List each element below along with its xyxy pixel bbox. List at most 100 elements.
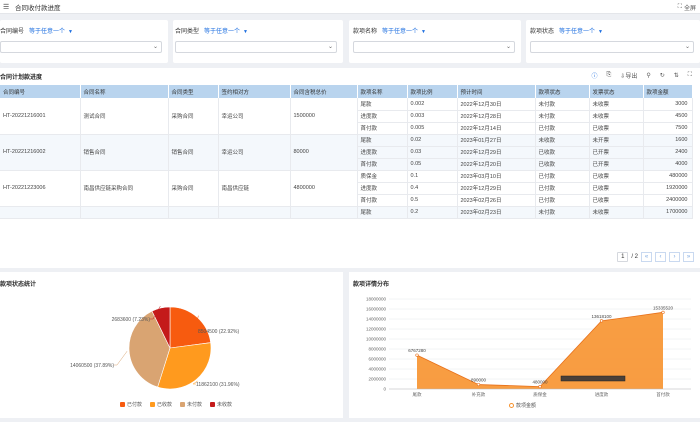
cell-date: 2023年02月26日	[457, 194, 536, 207]
table-row[interactable]: 首付款 0.005 2022年12月14日 已付款 已收票 7500	[0, 122, 693, 135]
table-row[interactable]: HT-20221216001 测试合同 采购合同 幸运公司 1500000 尾款 0.002…	[0, 98, 693, 135]
column-header[interactable]: 款项比例	[407, 85, 458, 98]
info-icon[interactable]: ⓘ	[591, 74, 598, 80]
column-header[interactable]: 合同编号	[0, 85, 81, 98]
cell-item: 尾款	[357, 206, 408, 219]
cell-contract-type: 采购合同	[168, 170, 219, 207]
filter-select[interactable]: ⌄	[530, 41, 694, 53]
cell-item: 尾款	[357, 134, 408, 147]
column-header[interactable]: 签约相对方	[218, 85, 291, 98]
cell-invoice: 已收票	[589, 182, 644, 195]
pie-data-label: 11862100 (31.96%)	[196, 382, 240, 388]
legend-label: 已付款	[127, 402, 143, 408]
cell-item: 进度款	[357, 182, 408, 195]
data-point[interactable]	[661, 310, 665, 314]
data-point[interactable]	[476, 382, 481, 387]
cell-date: 2022年12月14日	[457, 122, 536, 135]
legend-item[interactable]: 未付款	[180, 401, 202, 408]
cell-ratio: 0.05	[407, 158, 458, 171]
filter-operator[interactable]: 等于任意一个 ▼	[382, 29, 426, 35]
cell-date: 2022年12月29日	[457, 146, 536, 159]
column-header[interactable]: 款项名称	[357, 85, 408, 98]
chevron-down-icon: ⌄	[684, 44, 690, 50]
table-body: HT-20221216001 测试合同 采购合同 幸运公司 1500000 尾款 0.002…	[0, 98, 693, 219]
table-row[interactable]: HT-20221223006 南昌供应链采购合同 采购合同 南昌供应链 4800000 质…	[0, 170, 693, 207]
cell-invoice: 未收票	[589, 98, 644, 111]
share-icon[interactable]: ⎘	[606, 72, 612, 78]
next-page-button[interactable]: ›	[669, 252, 680, 262]
filter-icon[interactable]: ⚲	[646, 73, 651, 79]
cell-contract-no: HT-20221216002	[0, 134, 81, 171]
export-button[interactable]: ⇩导出	[620, 74, 638, 80]
area-series[interactable]	[417, 312, 663, 389]
filter-select[interactable]: ⌄	[0, 41, 162, 53]
cell-item: 尾款	[357, 98, 408, 111]
cell-date: 2022年12月28日	[457, 110, 536, 123]
data-point[interactable]	[538, 384, 542, 389]
cell-amount: 2400000	[643, 194, 693, 207]
pie-slice[interactable]	[151, 306, 171, 349]
column-header[interactable]: 款项状态	[535, 85, 590, 98]
expand-icon[interactable]: ⛶	[687, 72, 692, 78]
fields-icon[interactable]: ⇅	[673, 73, 679, 79]
pie-slice[interactable]	[157, 342, 212, 390]
last-page-button[interactable]: »	[683, 252, 694, 262]
legend-item[interactable]: 已收款	[150, 401, 172, 408]
filter-operator[interactable]: 等于任意一个 ▼	[29, 29, 73, 35]
cell-amount: 1700000	[643, 206, 693, 219]
cell-status: 已收款	[535, 158, 590, 171]
fullscreen-button[interactable]: ⛶ 全屏	[677, 4, 696, 12]
column-header[interactable]: 合同类型	[168, 85, 219, 98]
page-current-input[interactable]: 1	[617, 252, 629, 262]
y-tick-label: 16000000	[366, 307, 387, 312]
column-header[interactable]: 预计时间	[457, 85, 536, 98]
x-tick-label: 进度款	[595, 391, 609, 398]
column-header[interactable]: 发票状态	[589, 85, 644, 98]
prev-page-button[interactable]: ‹	[655, 252, 666, 262]
pie-label-line	[114, 351, 128, 366]
chart-scrollbar[interactable]	[560, 375, 626, 382]
table-row[interactable]: 尾款 0.2 2023年02月23日 未付款 未收票 1700000	[0, 206, 693, 219]
pie-slice[interactable]	[169, 306, 211, 349]
pie-chart-title: 款项状态统计	[0, 282, 37, 288]
filter-operator[interactable]: 等于任意一个 ▼	[559, 29, 603, 35]
first-page-button[interactable]: «	[641, 252, 652, 262]
filter-label: 款项状态	[530, 29, 555, 35]
legend-item[interactable]: 已付款	[120, 401, 142, 408]
cell-ratio: 0.1	[407, 170, 458, 183]
cell-contract-type: 销售合同	[168, 134, 219, 171]
filter-select[interactable]: ⌄	[175, 41, 337, 53]
y-tick-label: 2000000	[368, 377, 386, 382]
pie-label-line	[192, 380, 198, 385]
legend-item[interactable]: 款项金额	[509, 402, 536, 409]
table-row[interactable]: HT-20221216002 销售合同 销售合同 幸运公司 80000 尾款 0.02 202…	[0, 134, 693, 171]
filter-label: 款项名称	[353, 29, 378, 35]
chevron-right-icon: ›	[673, 254, 676, 260]
legend-label: 未付款	[187, 402, 203, 408]
cell-invoice: 已收票	[589, 170, 644, 183]
cell-contract-no: HT-20221216001	[0, 98, 81, 135]
pie-slice[interactable]	[128, 310, 171, 388]
table-row[interactable]: 首付款 0.5 2023年02月26日 已付款 已收票 2400000	[0, 194, 693, 207]
cell-item: 进度款	[357, 110, 408, 123]
legend-circle-icon	[509, 403, 514, 408]
menu-icon[interactable]: ☰	[3, 3, 10, 11]
export-icon: ⇩	[620, 74, 626, 80]
double-chevron-left-icon: «	[644, 254, 649, 260]
table-row[interactable]: 进度款 0.03 2022年12月29日 已收款 已开票 2400	[0, 146, 693, 159]
column-header[interactable]: 款项金额	[643, 85, 693, 98]
column-header[interactable]: 合同含税总价	[290, 85, 358, 98]
data-point[interactable]	[415, 353, 419, 357]
table-row[interactable]: 进度款 0.003 2022年12月28日 未付款 未收票 4500	[0, 110, 693, 123]
column-header[interactable]: 合同名称	[80, 85, 169, 98]
page-title: 合同收付款进度	[15, 4, 61, 12]
table-row[interactable]: 进度款 0.4 2022年12月29日 已付款 已收票 1920000	[0, 182, 693, 195]
filter-operator[interactable]: 等于任意一个 ▼	[204, 29, 248, 35]
filter-select[interactable]: ⌄	[353, 41, 515, 53]
data-point[interactable]	[599, 319, 604, 323]
table-row[interactable]: 首付款 0.05 2022年12月20日 已收款 已开票 4000	[0, 158, 693, 171]
refresh-icon[interactable]: ↻	[659, 73, 665, 79]
cell-status: 已付款	[535, 182, 590, 195]
legend-item[interactable]: 未收款	[210, 401, 232, 408]
area-chart: 18000000 16000000 14000000 12000000 10000000…	[366, 297, 691, 398]
